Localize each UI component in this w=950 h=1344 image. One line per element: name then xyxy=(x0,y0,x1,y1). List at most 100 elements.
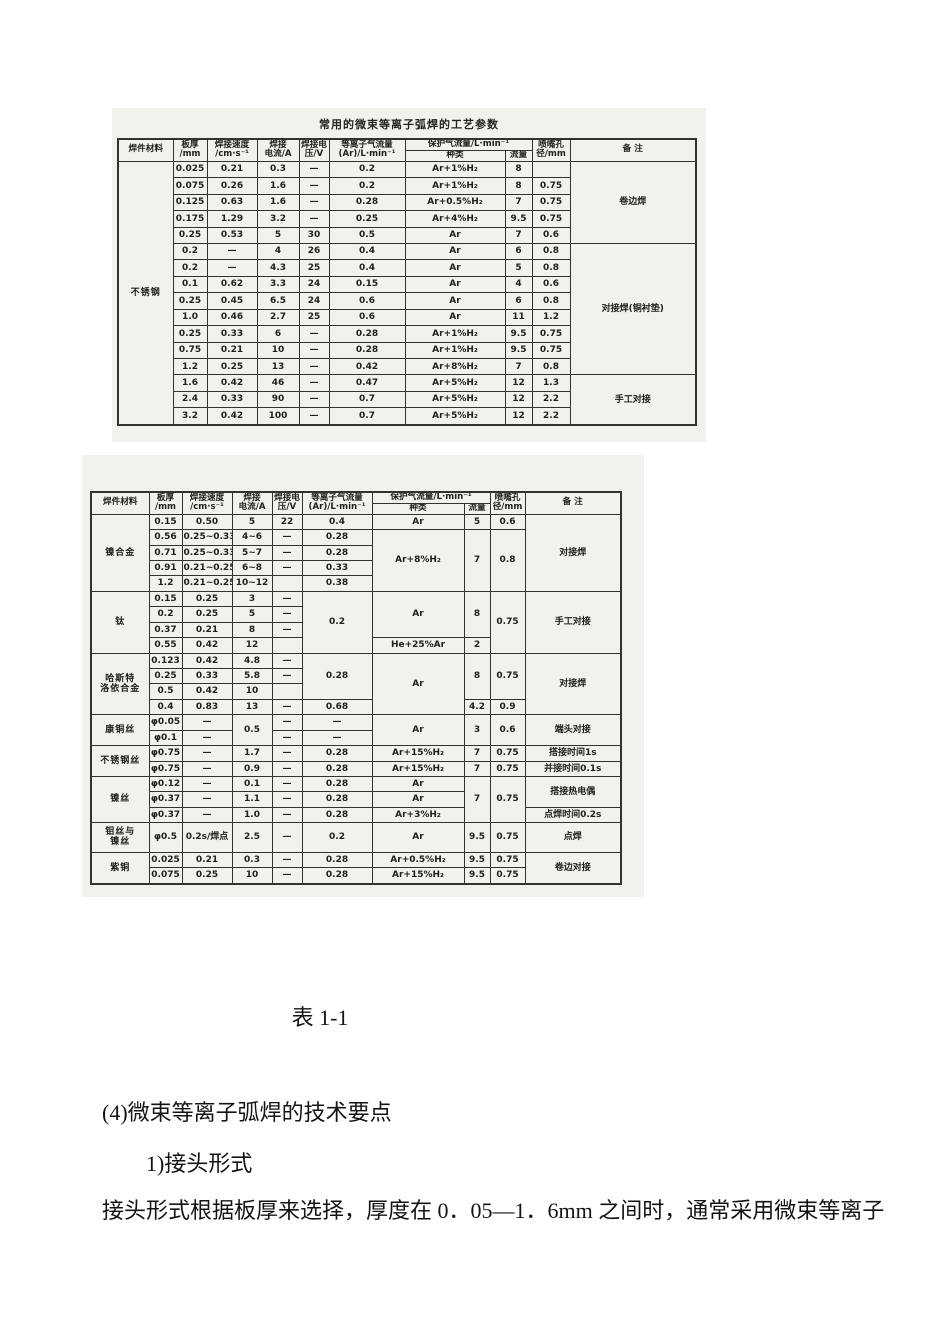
header-cell: 焊接电 压/V xyxy=(298,138,330,162)
table-cell: 0.075 xyxy=(172,177,208,195)
material-cell: 紫铜 xyxy=(90,851,150,885)
header-cell: 等离子气流量 (Ar)/L·min⁻¹ xyxy=(328,138,406,162)
table-cell: Ar+15%H₂ xyxy=(371,760,465,777)
table-cell: — xyxy=(271,806,303,824)
table-cell: 2.2 xyxy=(531,407,571,426)
table-cell: 1.2 xyxy=(531,308,571,327)
table-cell: φ0.05 xyxy=(148,714,183,731)
material-cell: 钛 xyxy=(90,590,150,654)
table-cell: Ar+3%H₂ xyxy=(371,806,465,824)
table-cell: 0.75 xyxy=(489,851,526,869)
table-cell: φ0.37 xyxy=(148,791,183,808)
table-cell: Ar xyxy=(404,242,506,261)
table-cell: — xyxy=(271,775,303,793)
table-cell: 1.3 xyxy=(531,374,571,392)
table-cell: 0.55 xyxy=(148,637,183,654)
table-cell: 0.75 xyxy=(531,325,571,343)
table-cell: 0.75 xyxy=(489,652,526,700)
table-cell: 0.1 xyxy=(231,775,273,793)
table-cell: — xyxy=(298,177,330,195)
table-cell: 0.75 xyxy=(531,210,571,228)
table-cell: 0.33 xyxy=(181,667,233,685)
table-cell: 25 xyxy=(298,308,330,327)
table-row: 0.25 0.33 6—0.28 Ar+1%H₂ 9.5 0.75 xyxy=(118,325,696,343)
table-cell: 0.25~0.33 xyxy=(181,529,233,546)
header-cell: 保护气流量/L·min⁻¹ xyxy=(371,491,491,504)
table-cell: Ar+0.5%H₂ xyxy=(371,851,465,869)
table-row: φ0.37—1.1—0.28 Ar xyxy=(91,791,621,808)
table-cell: 0.25 xyxy=(181,606,233,623)
table-cell: 0.42 xyxy=(206,407,258,426)
table-cell: 11 xyxy=(504,308,533,327)
table-cell xyxy=(271,637,303,654)
table-cell: 0.15 xyxy=(148,590,183,608)
table-cell: — xyxy=(206,242,258,261)
table-cell: 2 xyxy=(463,637,491,654)
table-cell: 8 xyxy=(231,621,273,639)
table-cell: 8 xyxy=(504,160,533,179)
table-cell: 0.21 xyxy=(181,621,233,639)
table-cell: φ0.37 xyxy=(148,806,183,824)
table-cell: φ0.5 xyxy=(148,822,183,853)
table-cell: Ar xyxy=(404,259,506,277)
table-cell: 卷边对接 xyxy=(524,851,622,885)
table-row: 0.5 0.42 10 xyxy=(91,683,621,700)
table-cell: 点焊时间0.2s xyxy=(524,806,622,824)
table-cell: 13 xyxy=(256,357,300,376)
table-cell: 10 xyxy=(231,867,273,885)
table-cell: 0.75 xyxy=(489,745,526,762)
table2-header: 焊件材料 板厚 /mm 焊接速度 /cm·s⁻¹ 焊接 电流/A 焊接电 压/V 等离子气… xyxy=(90,491,622,515)
table-cell: 0.28 xyxy=(301,529,373,546)
table-cell: 端头对接 xyxy=(524,714,622,747)
table-cell: — xyxy=(298,374,330,392)
table-cell: 3 xyxy=(463,714,491,747)
table-cell: — xyxy=(271,652,303,669)
table-cell: 0.123 xyxy=(148,652,183,669)
table-cell: Ar xyxy=(371,791,465,808)
table-row: 不锈钢 0.025 0.21 0.3—0.2 Ar+1%H₂ 8 卷边焊 xyxy=(117,160,697,426)
table-cell: 6 xyxy=(504,292,533,310)
header-cell: 流量 xyxy=(463,502,491,515)
table-cell: 10~12 xyxy=(231,575,273,592)
table-cell: 4 xyxy=(256,242,300,261)
material-cell: 不锈钢丝 xyxy=(90,745,150,777)
table-cell: 7 xyxy=(463,529,491,592)
table-cell: — xyxy=(298,210,330,228)
table-cell: — xyxy=(181,775,233,793)
table-cell: 0.25 xyxy=(328,210,406,228)
table-cell: 1.29 xyxy=(206,210,258,228)
table-cell xyxy=(271,575,303,592)
table-cell: Ar+4%H₂ xyxy=(404,210,506,228)
table-cell: 8 xyxy=(463,590,491,639)
table-cell: — xyxy=(298,407,330,426)
table-cell: 0.28 xyxy=(301,652,373,700)
table-cell: Ar xyxy=(371,513,465,531)
table-cell: 0.75 xyxy=(489,822,526,853)
table-cell: 0.28 xyxy=(301,760,373,777)
table-row: 0.2—4 26 0.4 Ar 6 0.8 对接焊(铜衬垫) xyxy=(118,242,697,376)
table-cell: 0.28 xyxy=(301,544,373,562)
table-cell: 0.2 xyxy=(328,177,406,195)
table-cell: 0.38 xyxy=(301,575,373,592)
table-cell: 0.6 xyxy=(531,275,571,294)
table-cell: 8 xyxy=(504,177,533,195)
table-caption: 表 1-1 xyxy=(291,1005,349,1030)
table-cell: — xyxy=(298,357,330,376)
table-cell: — xyxy=(271,606,303,623)
table-cell: 0.7 xyxy=(328,390,406,409)
table-cell: 24 xyxy=(298,292,330,310)
table-cell: 0.28 xyxy=(301,851,373,869)
table-row: 3.2 0.42 100—0.7 Ar+5%H₂ 12 2.2 xyxy=(118,407,696,426)
table-cell: 100 xyxy=(256,407,300,426)
header-cell: 焊接 电流/A xyxy=(231,491,273,515)
table-cell: — xyxy=(181,791,233,808)
table-cell: 0.25 xyxy=(206,357,258,376)
table-cell: 7 xyxy=(504,193,533,212)
table-cell: 0.42 xyxy=(181,637,233,654)
table-cell: 12 xyxy=(504,390,533,409)
table-cell: 0.6 xyxy=(531,226,571,244)
table-cell: φ0.75 xyxy=(148,745,183,762)
table-cell: 0.25 xyxy=(148,667,183,685)
table-cell: — xyxy=(298,325,330,343)
